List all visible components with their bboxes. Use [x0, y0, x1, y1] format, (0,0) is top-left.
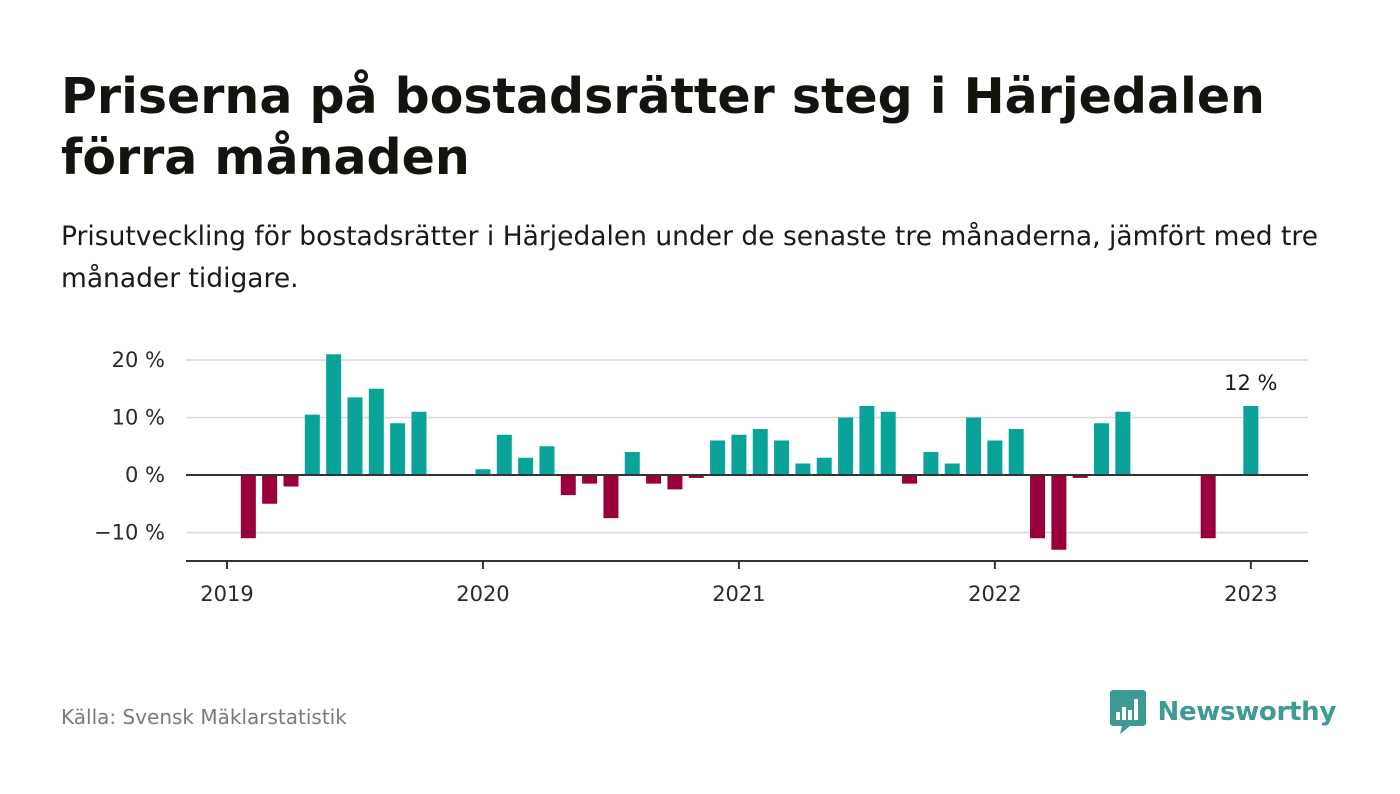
bar [475, 469, 491, 475]
x-tick-label: 2023 [1224, 582, 1277, 606]
bar [539, 446, 555, 475]
x-tick-label: 2020 [456, 582, 509, 606]
bar [646, 475, 662, 484]
bar [390, 423, 406, 475]
bar [795, 463, 811, 475]
bar-chart: 20 % 10 % 0 % −10 % 2019 2020 2021 2022 2023 12 % [94, 348, 1308, 606]
bars [240, 354, 1259, 550]
newsworthy-logo-icon [1109, 690, 1146, 734]
chart-subtitle: Prisutveckling för bostadsrätter i Härje… [61, 221, 1319, 294]
brand-name: Newsworthy [1157, 697, 1337, 727]
bar [923, 452, 939, 475]
bar [560, 475, 576, 496]
bar [582, 475, 598, 484]
bar [347, 397, 363, 476]
bar [603, 475, 619, 519]
bar [283, 475, 299, 487]
bar [966, 417, 982, 475]
chart-title: Priserna på bostadsrätter steg i Härjeda… [61, 68, 1265, 186]
bar [1200, 475, 1216, 539]
bar [1072, 475, 1088, 478]
bar [838, 417, 854, 475]
bar [987, 440, 1003, 475]
bar [262, 475, 278, 504]
bar [688, 475, 704, 478]
bar [1051, 475, 1067, 550]
bar [859, 406, 875, 475]
source-note: Källa: Svensk Mäklarstatistik [61, 705, 347, 729]
y-tick-label: 0 % [125, 463, 165, 487]
bar [1115, 411, 1131, 475]
bar [368, 388, 384, 475]
bar [880, 411, 896, 475]
bar [1094, 423, 1110, 475]
bar [667, 475, 683, 490]
bar [518, 457, 534, 475]
x-tick-label: 2022 [968, 582, 1021, 606]
bar [496, 434, 512, 475]
bar [944, 463, 960, 475]
bar [624, 452, 640, 475]
x-tick-label: 2021 [712, 582, 765, 606]
bar [902, 475, 918, 484]
newsworthy-logo: Newsworthy [1109, 690, 1337, 734]
bar [774, 440, 790, 475]
bar [1243, 406, 1259, 475]
y-tick-label: 20 % [112, 348, 165, 372]
y-tick-label: 10 % [112, 406, 165, 430]
bar [411, 411, 427, 475]
x-tick-label: 2019 [200, 582, 253, 606]
axes [186, 474, 1308, 569]
bar [326, 354, 342, 475]
bar [710, 440, 726, 475]
bar [304, 414, 320, 476]
bar [240, 475, 256, 539]
labels: 20 % 10 % 0 % −10 % 2019 2020 2021 2022 2023 12 % [94, 348, 1278, 606]
bar [752, 429, 768, 475]
bar [731, 434, 747, 475]
bar [1030, 475, 1046, 539]
last-value-label: 12 % [1224, 371, 1277, 395]
bar [1008, 429, 1024, 475]
y-tick-label: −10 % [94, 521, 165, 545]
bar [816, 457, 832, 475]
